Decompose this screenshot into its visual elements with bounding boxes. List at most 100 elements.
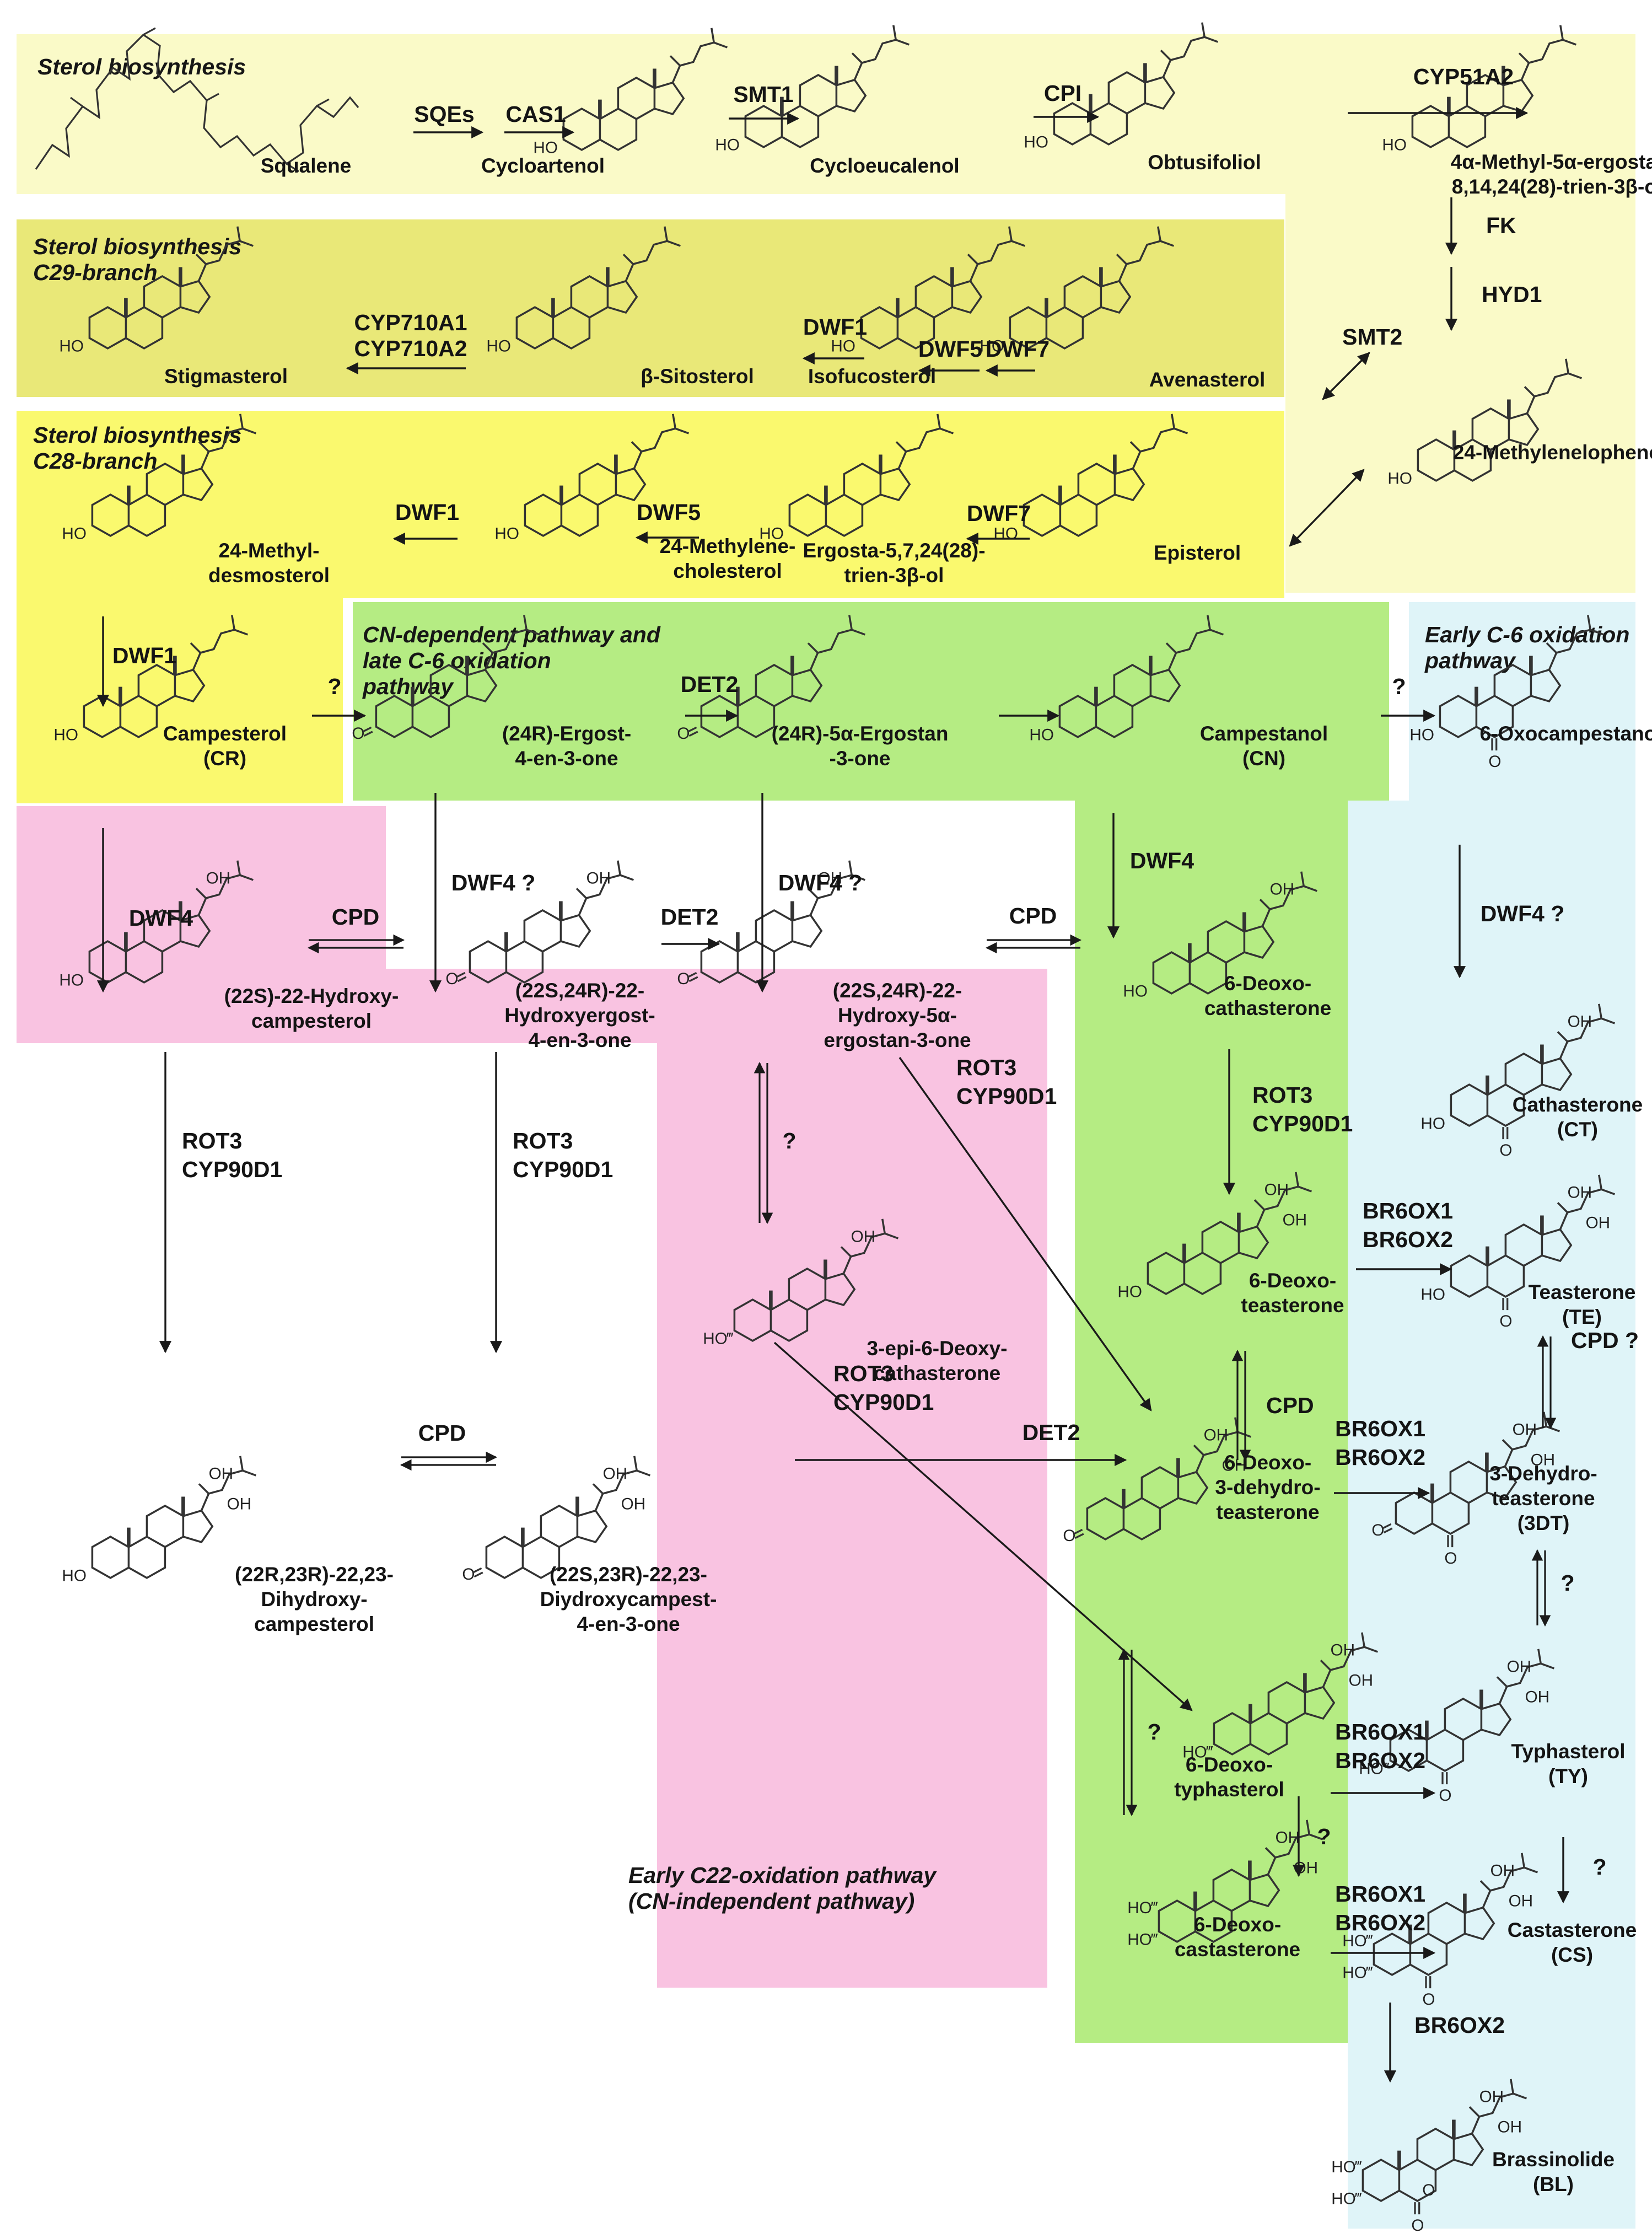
compound-label-line: (24R)-5α-Ergostan (771, 722, 949, 745)
svg-text:OH: OH (1264, 1181, 1289, 1199)
chemical-structure-24-methyl-desmosterol: HO (62, 409, 266, 543)
compound-label-6-deoxoteasterone: 6-Deoxo-teasterone (1241, 1268, 1344, 1318)
compound-label-line: 4-en-3-one (577, 1613, 680, 1635)
compound-label-cycloeucalenol: Cycloeucalenol (810, 153, 959, 178)
svg-text:OH: OH (1568, 1184, 1592, 1202)
compound-label-typhasterol: Typhasterol (TY) (1511, 1739, 1626, 1789)
enzyme-label-br6ox1-43: BR6OX1 (1363, 1198, 1454, 1223)
header-c29-branch-line: Sterol biosynthesis (33, 234, 242, 259)
compound-label-line: Campesterol (163, 722, 287, 745)
enzyme-label-cpd--47: CPD ? (1571, 1328, 1639, 1353)
svg-text:HO: HO (759, 524, 784, 543)
chemical-structure-campestanol: HO (1029, 610, 1233, 744)
chemical-structure-6-deoxotyphasterol: HO‴ OH OH (1182, 1628, 1387, 1761)
chemical-structure-methyl-ergosta-trien-ol: HO (1382, 20, 1586, 154)
compound-label-24-methylenelophenol: 24-Methylenelophenol (1453, 440, 1652, 465)
enzyme-label-cpi-3: CPI (1043, 80, 1082, 106)
chemical-structure-isofucosterol: HO (831, 222, 1035, 355)
compound-label-line: 24-Methyl- (218, 539, 320, 562)
chemical-structure-22-hydroxycampesterol: HO OH (59, 856, 263, 989)
header-sterol-biosynthesis: Sterol biosynthesis (37, 54, 246, 80)
svg-text:HO: HO (715, 136, 740, 154)
enzyme-label-cyp90d1-32: CYP90D1 (513, 1157, 614, 1182)
compound-label-line: (22R,23R)-22,23- (235, 1563, 394, 1586)
svg-text:OH: OH (1479, 2088, 1504, 2106)
svg-text:HO: HO (533, 138, 558, 157)
compound-label-line: 3-epi-6-Deoxy- (867, 1337, 1008, 1360)
enzyme-label---48: ? (1560, 1570, 1575, 1596)
compound-label-line: (TE) (1562, 1306, 1602, 1328)
compound-label-line: 6-Deoxo- (1249, 1269, 1337, 1292)
header-early-c22-line: Early C22-oxidation pathway (628, 1862, 937, 1888)
chemical-structure-campesterol: HO (53, 610, 257, 744)
compound-label-line: Typhasterol (1511, 1740, 1626, 1763)
compound-label-line: 8,14,24(28)-trien-3β-ol (1451, 175, 1652, 198)
compound-label-6-deoxocastasterone: 6-Deoxo-castasterone (1175, 1912, 1300, 1962)
region-cn-dependent-pathway-block (353, 602, 1389, 801)
header-c28-branch-line: C28-branch (33, 448, 158, 474)
svg-text:HO: HO (1420, 1285, 1445, 1303)
compound-label-line: 6-Deoxo- (1224, 972, 1312, 995)
compound-label-6-deoxo-3-dehydroteasterone: 6-Deoxo- 3-dehydro-teasterone (1215, 1450, 1320, 1525)
svg-text:HO: HO (1123, 982, 1148, 1000)
enzyme-label-br6ox2-50: BR6OX2 (1335, 1748, 1426, 1773)
enzyme-label-dwf4--21: DWF4 ? (451, 870, 536, 895)
enzyme-label-rot3-33: ROT3 (956, 1055, 1017, 1080)
enzyme-label-smt1-2: SMT1 (733, 82, 794, 107)
enzyme-label-cpd-41: CPD (418, 1420, 466, 1446)
enzyme-label-cyp710a2-9: CYP710A2 (354, 336, 467, 361)
svg-text:HO: HO (993, 524, 1018, 543)
header-c28-branch: Sterol biosynthesis C28-branch (33, 422, 241, 474)
enzyme-label-det2-26: DET2 (660, 904, 719, 930)
enzyme-label-dwf4-20: DWF4 (128, 905, 193, 931)
svg-text:HO: HO (62, 1566, 87, 1585)
compound-label-brassinolide: Brassinolide (BL) (1492, 2147, 1615, 2197)
svg-text:OH: OH (1525, 1688, 1550, 1706)
enzyme-label-br6ox1-49: BR6OX1 (1335, 1719, 1426, 1744)
compound-label-line: 4-en-3-one (515, 747, 618, 770)
enzyme-label---28: ? (782, 1128, 797, 1153)
chemical-structure-cycloeucalenol: HO (715, 20, 919, 154)
header-sterol-biosynthesis-line: Sterol biosynthesis (37, 54, 246, 79)
svg-text:O: O (1499, 1312, 1512, 1330)
chemical-structure-typhasterol: HO‴ O OH OH (1359, 1644, 1564, 1805)
compound-label-line: Squalene (260, 154, 352, 177)
svg-text:HO: HO (53, 726, 78, 744)
chemical-structure-ergostan-3-one: O (677, 610, 875, 743)
svg-text:OH: OH (1513, 1421, 1537, 1439)
enzyme-label-dwf7-12: DWF7 (985, 336, 1050, 362)
svg-text:O: O (352, 724, 364, 743)
svg-text:HO‴: HO‴ (1342, 1932, 1373, 1950)
compound-label-beta-sitosterol: β-Sitosterol (641, 364, 754, 389)
chemical-structure-dihydroxycampest-4-en-3-one: O OH OH (462, 1451, 660, 1584)
compound-label-line: Hydroxy-5α- (837, 1004, 957, 1027)
enzyme-label-smt2-7: SMT2 (1342, 324, 1403, 350)
compound-label-line: Ergosta-5,7,24(28)- (803, 539, 986, 562)
svg-text:O: O (677, 970, 690, 988)
compound-label-line: Isofucosterol (808, 365, 937, 388)
enzyme-label-dwf4-23: DWF4 (1129, 848, 1194, 873)
compound-label-line: Hydroxyergost- (504, 1004, 655, 1027)
svg-text:HO: HO (1387, 469, 1412, 487)
svg-text:HO‴: HO‴ (1331, 2158, 1362, 2176)
compound-label-line: cathasterone (1204, 997, 1332, 1019)
svg-text:O: O (462, 1565, 475, 1584)
compound-label-campestanol: Campestanol (CN) (1200, 721, 1328, 771)
compound-label-line: Episterol (1153, 541, 1241, 564)
svg-text:HO: HO (494, 524, 519, 543)
svg-text:OH: OH (1509, 1892, 1533, 1910)
compound-label-stigmasterol: Stigmasterol (164, 364, 288, 389)
chemical-structure-episterol: HO (993, 409, 1197, 543)
region-c28-branch-band (17, 411, 1284, 598)
compound-label-line: Cathasterone (1512, 1093, 1643, 1116)
header-early-c6-line: pathway (1425, 648, 1516, 673)
svg-text:OH: OH (1531, 1451, 1556, 1469)
header-early-c22-line: (CN-independent pathway) (628, 1888, 915, 1914)
header-c29-branch-line: C29-branch (33, 260, 158, 285)
compound-label-line: desmosterol (208, 564, 330, 587)
svg-text:HO: HO (1024, 133, 1048, 151)
chemical-structure-avenasterol: HO (980, 222, 1183, 355)
compound-label-line: 24-Methylenelophenol (1452, 441, 1652, 464)
enzyme-label-br6ox2-46: BR6OX2 (1335, 1445, 1426, 1470)
chemical-structure-brassinolide: HO‴ HO‴ O O OH OH (1331, 2074, 1536, 2233)
